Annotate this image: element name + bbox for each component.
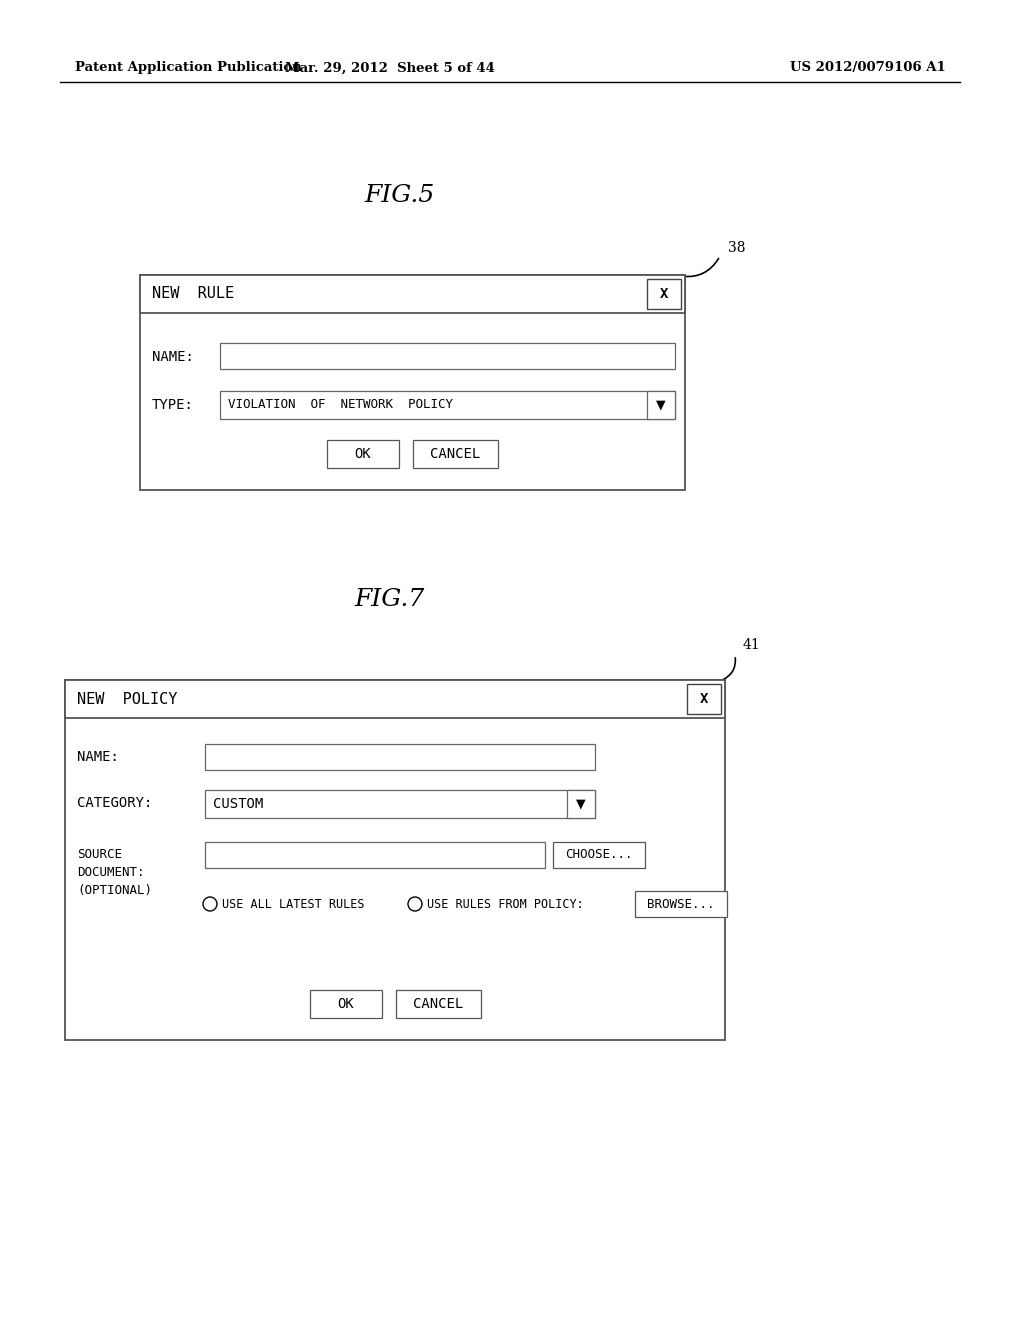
Text: CANCEL: CANCEL xyxy=(430,447,480,461)
Text: OK: OK xyxy=(337,997,354,1011)
Bar xyxy=(327,440,399,469)
Text: NAME:: NAME: xyxy=(152,350,194,364)
Bar xyxy=(220,391,675,418)
Text: Patent Application Publication: Patent Application Publication xyxy=(75,62,302,74)
Bar xyxy=(205,842,545,869)
Bar xyxy=(140,275,685,490)
Bar xyxy=(220,343,675,370)
Text: US 2012/0079106 A1: US 2012/0079106 A1 xyxy=(790,62,946,74)
Text: SOURCE
DOCUMENT:
(OPTIONAL): SOURCE DOCUMENT: (OPTIONAL) xyxy=(77,847,152,898)
Bar xyxy=(65,680,725,1040)
Text: BROWSE...: BROWSE... xyxy=(647,898,715,911)
Text: 38: 38 xyxy=(728,242,745,255)
Bar xyxy=(413,440,498,469)
Bar xyxy=(553,842,645,869)
Text: Mar. 29, 2012  Sheet 5 of 44: Mar. 29, 2012 Sheet 5 of 44 xyxy=(285,62,495,74)
Text: NEW  POLICY: NEW POLICY xyxy=(77,692,177,706)
Text: TYPE:: TYPE: xyxy=(152,399,194,412)
Text: X: X xyxy=(659,286,669,301)
Text: USE RULES FROM POLICY:: USE RULES FROM POLICY: xyxy=(427,898,584,911)
Text: VIOLATION  OF  NETWORK  POLICY: VIOLATION OF NETWORK POLICY xyxy=(228,399,453,412)
Text: ▼: ▼ xyxy=(577,797,586,810)
Text: NAME:: NAME: xyxy=(77,750,119,764)
Text: 41: 41 xyxy=(743,638,761,652)
Text: USE ALL LATEST RULES: USE ALL LATEST RULES xyxy=(222,898,365,911)
Bar xyxy=(65,680,725,718)
Text: CHOOSE...: CHOOSE... xyxy=(565,849,633,862)
Text: NEW  RULE: NEW RULE xyxy=(152,286,234,301)
Bar xyxy=(687,684,721,714)
Bar xyxy=(635,891,727,917)
Text: ▼: ▼ xyxy=(656,399,666,412)
Bar xyxy=(140,275,685,313)
Text: CUSTOM: CUSTOM xyxy=(213,797,263,810)
Text: CANCEL: CANCEL xyxy=(413,997,463,1011)
Text: OK: OK xyxy=(354,447,372,461)
Bar xyxy=(205,789,595,818)
Bar xyxy=(647,279,681,309)
Bar xyxy=(309,990,382,1018)
Text: CATEGORY:: CATEGORY: xyxy=(77,796,153,810)
Bar xyxy=(205,744,595,770)
Text: FIG.7: FIG.7 xyxy=(355,589,425,611)
Bar xyxy=(395,990,480,1018)
Text: X: X xyxy=(699,692,709,706)
Bar xyxy=(567,789,595,818)
Bar xyxy=(647,391,675,418)
Text: FIG.5: FIG.5 xyxy=(365,183,435,206)
